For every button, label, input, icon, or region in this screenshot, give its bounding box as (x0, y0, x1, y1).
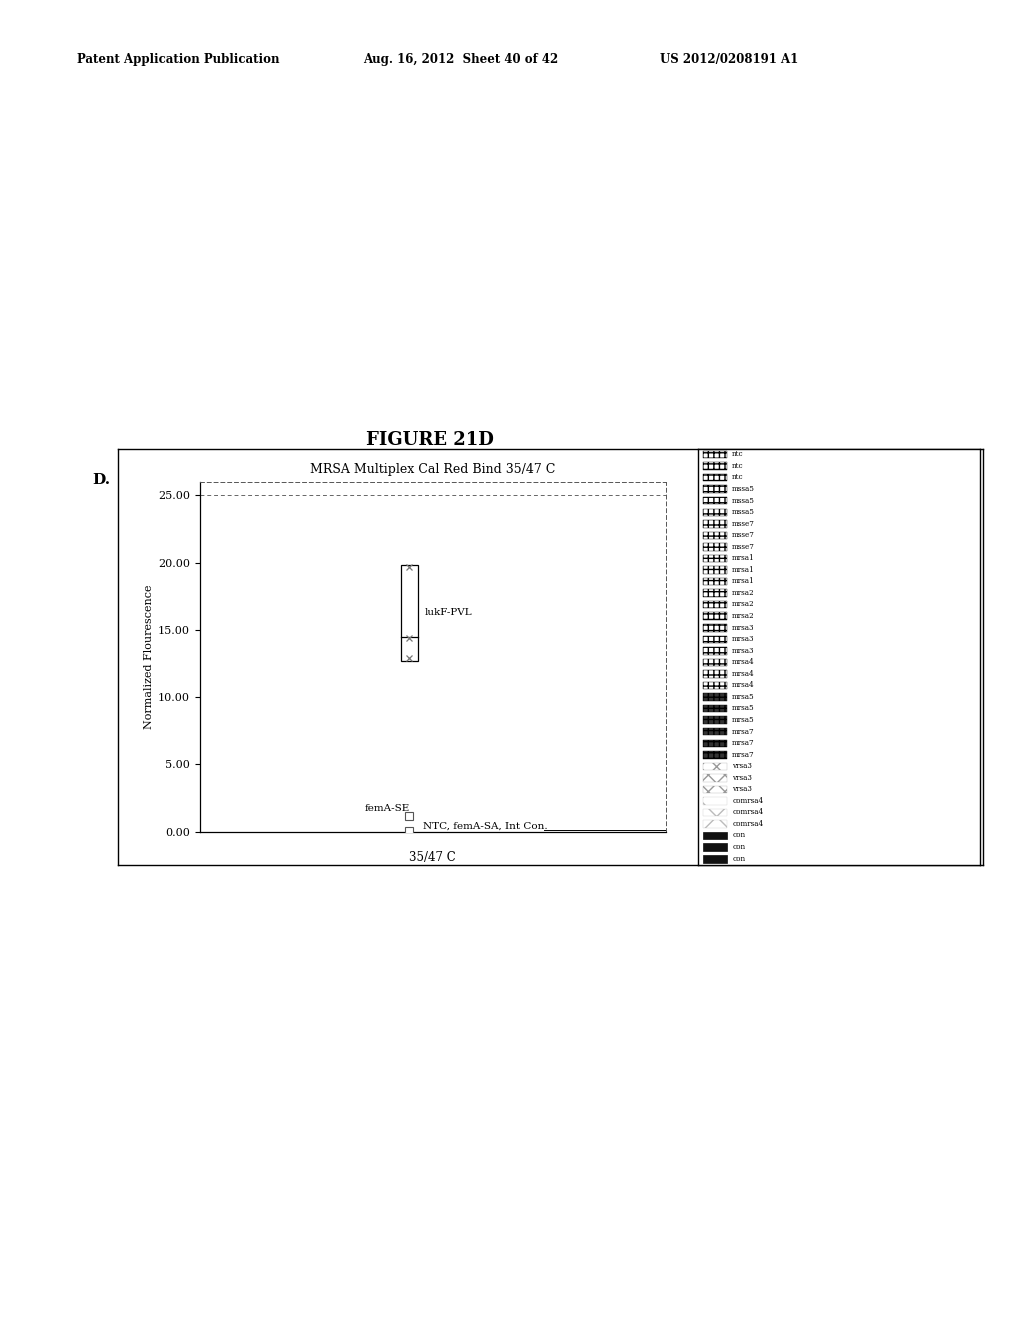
Text: femA-SE: femA-SE (366, 804, 411, 813)
Bar (702, 624, 727, 631)
Text: mrsa3: mrsa3 (732, 623, 755, 631)
Text: vrsa3: vrsa3 (732, 785, 752, 793)
Text: D.: D. (92, 473, 111, 487)
Text: US 2012/0208191 A1: US 2012/0208191 A1 (660, 53, 799, 66)
Bar (702, 474, 727, 482)
Bar (702, 520, 727, 528)
Bar (702, 855, 727, 862)
Bar (702, 717, 727, 723)
Bar (702, 450, 727, 458)
Text: mrsa1: mrsa1 (732, 566, 755, 574)
Bar (702, 843, 727, 851)
Y-axis label: Normalized Flourescence: Normalized Flourescence (143, 585, 154, 729)
Text: mrsa1: mrsa1 (732, 554, 755, 562)
Bar (702, 543, 727, 550)
Bar (702, 659, 727, 667)
Text: vrsa3: vrsa3 (732, 762, 752, 770)
Title: MRSA Multiplex Cal Red Bind 35/47 C: MRSA Multiplex Cal Red Bind 35/47 C (310, 463, 555, 477)
Text: comrsa4: comrsa4 (732, 808, 763, 816)
Bar (702, 508, 727, 516)
Bar (702, 496, 727, 504)
Bar (702, 705, 727, 713)
Bar (702, 612, 727, 620)
Text: mrsa7: mrsa7 (732, 727, 755, 735)
Text: mrsa7: mrsa7 (732, 739, 755, 747)
Bar (702, 671, 727, 677)
Bar (702, 727, 727, 735)
Text: mrsa5: mrsa5 (732, 715, 755, 723)
Text: FIGURE 21D: FIGURE 21D (367, 430, 494, 449)
Text: comrsa4: comrsa4 (732, 820, 763, 828)
Bar (702, 809, 727, 816)
Text: NTC, femA-SA, Int Con.: NTC, femA-SA, Int Con. (423, 822, 548, 830)
Bar (702, 751, 727, 759)
Text: lukF-PVL: lukF-PVL (425, 609, 473, 618)
Text: mrsa7: mrsa7 (732, 751, 755, 759)
Bar (702, 647, 727, 655)
Text: mrsa4: mrsa4 (732, 669, 755, 677)
Text: mrsa3: mrsa3 (732, 647, 755, 655)
Bar (400, 565, 418, 661)
Bar (702, 681, 727, 689)
Bar (702, 486, 727, 492)
Text: mrsa5: mrsa5 (732, 693, 755, 701)
Bar (702, 462, 727, 470)
Bar (702, 774, 727, 781)
Text: Aug. 16, 2012  Sheet 40 of 42: Aug. 16, 2012 Sheet 40 of 42 (364, 53, 559, 66)
Text: ntc: ntc (732, 462, 743, 470)
Bar (702, 578, 727, 585)
Text: 35/47 C: 35/47 C (410, 851, 456, 865)
Text: mrsa4: mrsa4 (732, 659, 755, 667)
Text: vrsa3: vrsa3 (732, 774, 752, 781)
Text: mssa5: mssa5 (732, 484, 755, 492)
Bar (702, 554, 727, 562)
Text: comrsa4: comrsa4 (732, 797, 763, 805)
Bar (702, 785, 727, 793)
Bar (702, 693, 727, 701)
Text: msse7: msse7 (732, 543, 755, 550)
Text: mrsa3: mrsa3 (732, 635, 755, 643)
Text: Patent Application Publication: Patent Application Publication (77, 53, 280, 66)
Bar (702, 566, 727, 574)
Text: msse7: msse7 (732, 531, 755, 539)
Text: msse7: msse7 (732, 520, 755, 528)
Bar (702, 832, 727, 840)
Text: mrsa2: mrsa2 (732, 612, 755, 620)
Text: con: con (732, 854, 745, 862)
Bar (702, 532, 727, 539)
Text: mssa5: mssa5 (732, 508, 755, 516)
Bar (702, 797, 727, 805)
Text: mrsa2: mrsa2 (732, 601, 755, 609)
Bar (702, 763, 727, 770)
Text: mrsa1: mrsa1 (732, 577, 755, 585)
Text: con: con (732, 832, 745, 840)
Text: ntc: ntc (732, 450, 743, 458)
Text: mrsa4: mrsa4 (732, 681, 755, 689)
Text: mrsa2: mrsa2 (732, 589, 755, 597)
Bar (702, 635, 727, 643)
Text: mrsa5: mrsa5 (732, 705, 755, 713)
Bar (702, 739, 727, 747)
Text: con: con (732, 843, 745, 851)
Bar (702, 601, 727, 609)
Text: mssa5: mssa5 (732, 496, 755, 504)
Text: ntc: ntc (732, 474, 743, 482)
Bar (702, 820, 727, 828)
Bar (702, 589, 727, 597)
